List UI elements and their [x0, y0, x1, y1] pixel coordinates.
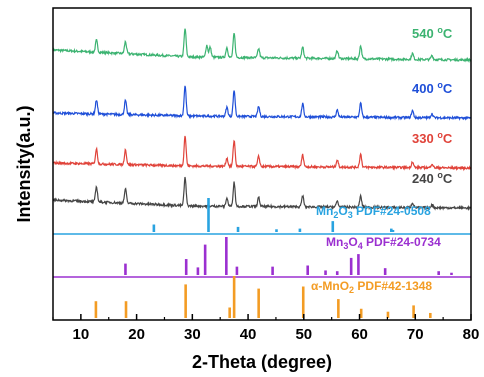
series-label-3: 240 oC: [412, 170, 453, 186]
plot-content: 540 oC 400 oC 330 oC 240 oC Mn2O3 PDF#24-050…: [52, 25, 472, 318]
series-line-2: [52, 135, 472, 172]
y-axis-title: Intensity(a.u.): [14, 105, 34, 222]
reference-label-2: α-MnO2 PDF#42-1348: [311, 279, 432, 295]
x-tick-label-60: 60: [351, 326, 368, 343]
x-tick-label-20: 20: [128, 326, 145, 343]
x-tick-label-30: 30: [184, 326, 201, 343]
x-tick-label-80: 80: [463, 326, 480, 343]
x-tick-label-40: 40: [240, 326, 257, 343]
x-tick-label-10: 10: [73, 326, 90, 343]
x-tick-label-70: 70: [407, 326, 424, 343]
reference-label-0: Mn2O3 PDF#24-0508: [316, 204, 431, 220]
series-line-3: [52, 176, 472, 212]
reference-label-1: Mn3O4 PDF#24-0734: [326, 235, 441, 251]
series-label-0: 540 oC: [412, 25, 453, 41]
series-line-0: [52, 28, 472, 64]
plot-frame: [52, 7, 472, 321]
series-label-2: 330 oC: [412, 130, 453, 146]
series-line-1: [52, 85, 471, 121]
x-axis-title: 2-Theta (degree): [192, 352, 332, 372]
x-axis-ticks: 10 20 30 40 50 60 70 80: [52, 314, 480, 343]
series-label-1: 400 oC: [412, 80, 453, 96]
x-tick-label-50: 50: [295, 326, 312, 343]
